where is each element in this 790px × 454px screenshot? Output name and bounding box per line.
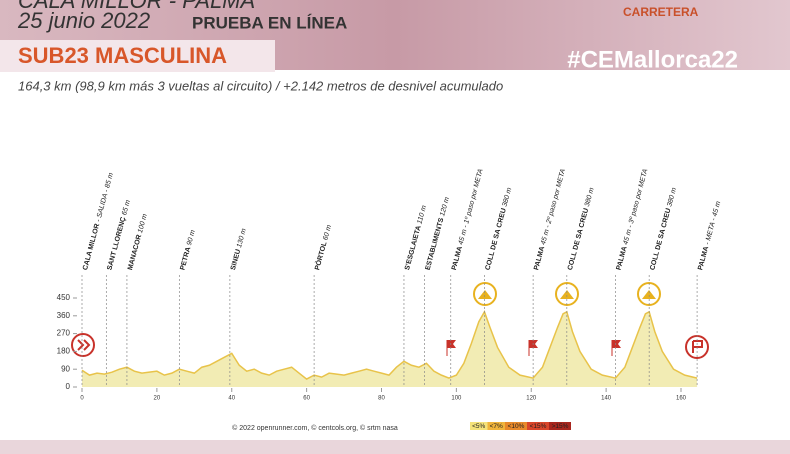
date: 25 junio 2022 [17,8,150,33]
waypoint-detail: 60 m [322,224,333,241]
x-tick-label: 60 [303,396,310,402]
legend-label: <5% [472,423,485,430]
footer-band [0,440,790,454]
race-type: PRUEBA EN LÍNEA [192,13,347,32]
x-tick-label: 120 [526,396,537,402]
profile-area [82,311,698,387]
legend-label: <15% [530,423,547,430]
legend-swatch [487,422,505,430]
category: SUB23 MASCULINA [18,43,227,68]
x-tick-label: 20 [154,396,161,402]
waypoint-detail: 130 m [236,228,248,249]
category-band [0,40,275,72]
waypoint-detail: 120 m [439,196,451,217]
y-tick-label: 0 [66,382,71,391]
waypoint-detail: 100 m [137,213,149,234]
summary: 164,3 km (98,9 km más 3 vueltas al circu… [18,78,503,93]
x-tick-label: 100 [451,396,462,402]
x-tick-label: 160 [676,396,687,402]
x-tick-label: 40 [228,396,235,402]
legend-swatch [549,422,571,430]
y-tick-label: 450 [57,293,71,302]
x-tick-label: 0 [80,396,84,402]
waypoint-detail: 90 m [186,229,197,246]
y-tick-label: 180 [57,347,71,356]
icons [71,282,709,359]
legend-label: <7% [490,423,503,430]
waypoint-detail: 380 m [666,187,678,208]
waypoint-detail: 65 m [121,199,132,216]
waypoint-detail: 110 m [416,205,428,225]
legend-swatch [527,422,549,430]
credits: © 2022 openrunner.com, © centcols.org, ©… [232,424,398,432]
hashtag: #CEMallorca22 [567,46,738,73]
y-tick-label: 90 [61,364,70,373]
legend-swatch [470,422,488,430]
y-tick-label: 270 [57,329,71,338]
legend-label: <10% [508,423,525,430]
x-tick-label: 80 [378,396,385,402]
route: CALA MILLOR - PALMA [18,0,255,13]
x-tick-label: 140 [601,396,612,402]
legend-swatch [505,422,527,430]
y-tick-label: 360 [57,311,71,320]
profile-line [81,310,698,380]
legend-label: >15% [552,423,569,430]
waypoint-detail: 380 m [584,187,596,208]
logo: CARRETERA [623,5,699,19]
waypoint-detail: 380 m [501,187,513,208]
